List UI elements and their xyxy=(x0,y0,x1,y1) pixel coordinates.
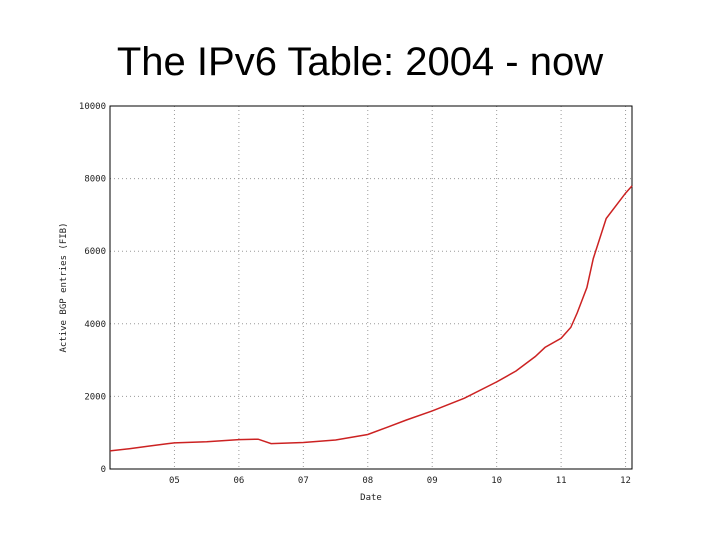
x-tick-label: 11 xyxy=(556,476,567,486)
x-tick-label: 05 xyxy=(169,476,180,486)
x-axis-label: Date xyxy=(360,493,382,503)
data-series-line xyxy=(109,185,633,452)
y-tick-label: 6000 xyxy=(84,247,106,257)
x-tick-label: 07 xyxy=(298,476,309,486)
x-axis-ticks: 05 06 07 08 09 10 11 12 xyxy=(169,476,631,486)
grid xyxy=(110,105,632,470)
y-tick-label: 2000 xyxy=(84,392,106,402)
plot-frame xyxy=(109,105,633,470)
x-tick-label: 08 xyxy=(362,476,373,486)
y-tick-label: 10000 xyxy=(79,102,106,112)
x-tick-label: 09 xyxy=(427,476,438,486)
y-tick-label: 0 xyxy=(101,465,106,475)
x-tick-label: 12 xyxy=(620,476,631,486)
y-axis-label: Active BGP entries (FIB) xyxy=(59,222,69,352)
x-tick-label: 10 xyxy=(491,476,502,486)
x-tick-label: 06 xyxy=(233,476,244,486)
y-tick-label: 4000 xyxy=(84,320,106,330)
slide-title: The IPv6 Table: 2004 - now xyxy=(116,40,604,84)
y-tick-label: 8000 xyxy=(84,175,106,185)
y-axis-ticks: 0 2000 4000 6000 8000 10000 xyxy=(79,102,106,475)
